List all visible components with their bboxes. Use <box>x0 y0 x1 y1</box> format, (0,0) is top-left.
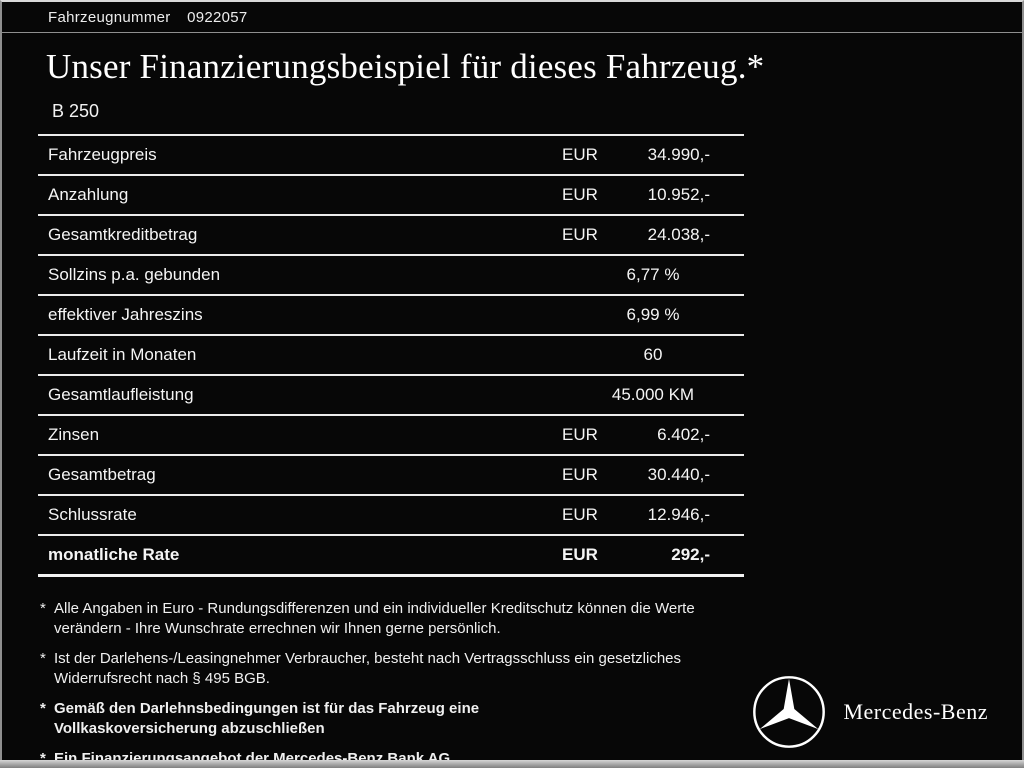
vehicle-number-value: 0922057 <box>187 9 248 26</box>
row-value: 6,77 % <box>626 265 680 284</box>
vehicle-model: B 250 <box>52 101 100 121</box>
row-label: effektiver Jahreszins <box>48 305 203 324</box>
footnotes: * Alle Angaben in Euro - Rundungsdiffere… <box>40 599 745 768</box>
bottom-frame-bar <box>0 760 1024 768</box>
table-row: Fahrzeugpreis EUR 34.990,- <box>38 136 744 176</box>
footnote: * Ist der Darlehens-/Leasingnehmer Verbr… <box>40 649 745 688</box>
row-label: Anzahlung <box>48 185 129 204</box>
row-value-cell: EUR 12.946,- <box>562 505 744 525</box>
table-row: Gesamtbetrag EUR 30.440,- <box>38 456 744 496</box>
mercedes-star-icon <box>751 674 827 750</box>
row-value: 34.990,- <box>647 145 710 164</box>
footnote-text: Alle Angaben in Euro - Rundungsdifferenz… <box>54 600 695 637</box>
row-value: 6.402,- <box>657 425 710 444</box>
row-label: Laufzeit in Monaten <box>48 345 197 364</box>
currency-code: EUR <box>562 145 598 164</box>
financing-table: Fahrzeugpreis EUR 34.990,- Anzahlung EUR… <box>38 134 744 577</box>
table-row: Sollzins p.a. gebunden 6,77 % <box>38 256 744 296</box>
brand-area: Mercedes-Benz <box>751 674 988 750</box>
table-row: Laufzeit in Monaten 60 <box>38 336 744 376</box>
row-value-cell: EUR 24.038,- <box>562 225 744 245</box>
row-value: 30.440,- <box>647 465 710 484</box>
table-row: Zinsen EUR 6.402,- <box>38 416 744 456</box>
row-value-cell: EUR 6.402,- <box>562 425 744 445</box>
row-value-cell: EUR 292,- <box>562 545 744 565</box>
footnote: * Alle Angaben in Euro - Rundungsdiffere… <box>40 599 745 638</box>
row-value: 10.952,- <box>647 185 710 204</box>
footnote-marker: * <box>40 600 46 617</box>
table-row: Gesamtlaufleistung 45.000 KM <box>38 376 744 416</box>
row-label: Gesamtlaufleistung <box>48 385 194 404</box>
row-label: Schlussrate <box>48 505 137 524</box>
row-value: 60 <box>643 345 663 364</box>
row-value: 6,99 % <box>626 305 680 324</box>
footnote-marker: * <box>40 750 46 767</box>
vehicle-number-bar: Fahrzeugnummer 0922057 <box>2 2 1022 33</box>
row-value: 12.946,- <box>647 505 710 524</box>
brand-name: Mercedes-Benz <box>843 699 988 724</box>
currency-code: EUR <box>562 545 598 564</box>
footnote: * Gemäß den Darlehnsbedingungen ist für … <box>40 699 745 738</box>
page-title: Unser Finanzierungsbeispiel für dieses F… <box>46 47 765 86</box>
table-row-monthly-rate: monatliche Rate EUR 292,- <box>38 536 744 577</box>
row-label: Fahrzeugpreis <box>48 145 157 164</box>
currency-code: EUR <box>562 425 598 444</box>
table-row: Anzahlung EUR 10.952,- <box>38 176 744 216</box>
currency-code: EUR <box>562 465 598 484</box>
row-label: monatliche Rate <box>48 545 180 564</box>
row-value-cell: EUR 10.952,- <box>562 185 744 205</box>
row-label: Sollzins p.a. gebunden <box>48 265 221 284</box>
footnote-text: Gemäß den Darlehnsbedingungen ist für da… <box>54 700 480 737</box>
currency-code: EUR <box>562 225 598 244</box>
currency-code: EUR <box>562 505 598 524</box>
row-label: Gesamtbetrag <box>48 465 156 484</box>
row-label: Zinsen <box>48 425 100 444</box>
table-row: effektiver Jahreszins 6,99 % <box>38 296 744 336</box>
currency-code: EUR <box>562 185 598 204</box>
vehicle-number-label: Fahrzeugnummer <box>48 9 171 26</box>
row-value: 24.038,- <box>647 225 710 244</box>
row-value: 292,- <box>671 545 710 564</box>
row-value-cell: EUR 30.440,- <box>562 465 744 485</box>
row-label: Gesamtkreditbetrag <box>48 225 198 244</box>
footnote-marker: * <box>40 650 46 667</box>
footnote-marker: * <box>40 700 46 717</box>
table-row: Gesamtkreditbetrag EUR 24.038,- <box>38 216 744 256</box>
footnote-text: Ist der Darlehens-/Leasingnehmer Verbrau… <box>54 650 682 687</box>
table-row: Schlussrate EUR 12.946,- <box>38 496 744 536</box>
row-value-cell: EUR 34.990,- <box>562 145 744 165</box>
row-value: 45.000 KM <box>611 385 695 404</box>
